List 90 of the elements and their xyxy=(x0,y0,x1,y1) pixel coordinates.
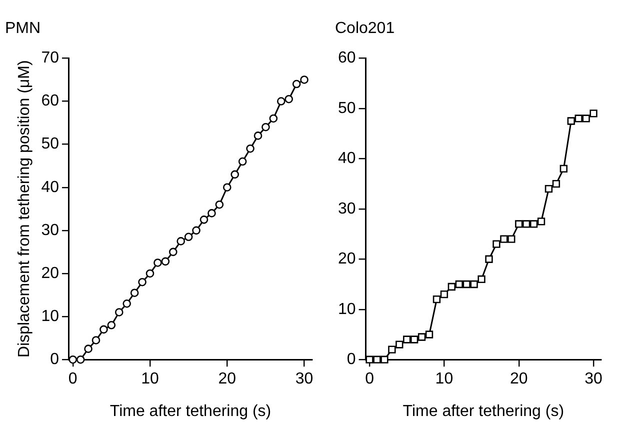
point xyxy=(380,356,388,364)
point xyxy=(455,280,463,288)
point xyxy=(84,344,92,353)
point xyxy=(418,333,426,341)
point xyxy=(410,336,418,344)
x-tick-label: 0 xyxy=(68,370,78,388)
chart-title: Colo201 xyxy=(335,20,395,38)
y-tick-label: 20 xyxy=(338,250,356,268)
point xyxy=(403,336,411,344)
point xyxy=(200,216,208,224)
point xyxy=(114,308,124,316)
y-tick-label: 10 xyxy=(338,300,356,318)
point xyxy=(176,237,186,246)
y-axis-title: Displacement from tethering position (μM) xyxy=(16,60,34,358)
point xyxy=(567,117,575,125)
x-tick-label: 20 xyxy=(510,370,528,388)
x-tick-label: 30 xyxy=(295,370,314,388)
x-axis-title: Time after tethering (s) xyxy=(110,402,272,420)
x-tick-label: 10 xyxy=(435,370,454,388)
point xyxy=(161,257,170,266)
x-tick-label: 20 xyxy=(218,370,236,388)
point xyxy=(492,240,500,248)
y-tick-label: 50 xyxy=(338,100,356,117)
point xyxy=(276,97,286,106)
point xyxy=(184,232,193,242)
point xyxy=(222,183,232,192)
point xyxy=(262,122,270,132)
point xyxy=(508,235,516,243)
y-tick-label: 70 xyxy=(41,50,60,67)
point xyxy=(192,226,200,235)
point xyxy=(478,275,486,284)
x-tick-label: 10 xyxy=(141,370,159,388)
point xyxy=(522,220,530,228)
point xyxy=(122,299,132,308)
point xyxy=(300,76,308,84)
point xyxy=(432,295,441,304)
point xyxy=(146,269,154,278)
point xyxy=(107,321,116,330)
x-tick-label: 30 xyxy=(584,370,603,388)
y-tick-label: 20 xyxy=(41,264,60,282)
chart-title: PMN xyxy=(5,20,41,38)
point xyxy=(560,164,568,173)
point xyxy=(515,220,523,228)
point xyxy=(366,356,374,364)
point xyxy=(130,288,139,298)
point xyxy=(462,280,470,288)
y-tick-label: 0 xyxy=(50,351,60,368)
point xyxy=(500,235,508,243)
point xyxy=(582,114,590,122)
point xyxy=(425,330,434,338)
point xyxy=(544,184,553,193)
y-tick-label: 30 xyxy=(338,200,356,218)
y-tick-label: 30 xyxy=(41,222,60,239)
y-tick-label: 40 xyxy=(41,178,60,196)
point xyxy=(440,290,448,298)
y-tick-label: 50 xyxy=(41,136,60,153)
point xyxy=(215,200,224,209)
y-tick-label: 40 xyxy=(338,150,356,168)
point xyxy=(154,258,162,267)
x-tick-label: 0 xyxy=(365,370,374,388)
point xyxy=(269,114,278,123)
y-tick-label: 60 xyxy=(41,92,60,110)
point xyxy=(530,220,538,228)
y-tick-label: 60 xyxy=(338,50,356,67)
y-tick-label: 0 xyxy=(346,351,356,368)
point xyxy=(230,170,240,179)
point xyxy=(448,282,456,291)
point xyxy=(238,157,247,166)
point xyxy=(284,94,294,104)
point xyxy=(552,180,560,188)
point xyxy=(373,356,381,364)
point xyxy=(92,336,100,344)
point xyxy=(138,278,146,286)
point xyxy=(537,218,546,226)
point xyxy=(574,114,582,122)
point xyxy=(485,255,493,263)
point xyxy=(396,340,404,348)
point xyxy=(100,325,108,334)
point xyxy=(470,280,478,288)
point xyxy=(246,144,254,153)
point xyxy=(590,110,598,118)
point xyxy=(208,209,216,218)
point xyxy=(388,346,396,354)
x-axis-title: Time after tethering (s) xyxy=(402,402,564,420)
point xyxy=(292,80,301,88)
point xyxy=(168,248,178,256)
point xyxy=(68,355,78,364)
point xyxy=(76,355,85,364)
y-tick-label: 10 xyxy=(41,308,60,325)
point xyxy=(254,132,262,140)
